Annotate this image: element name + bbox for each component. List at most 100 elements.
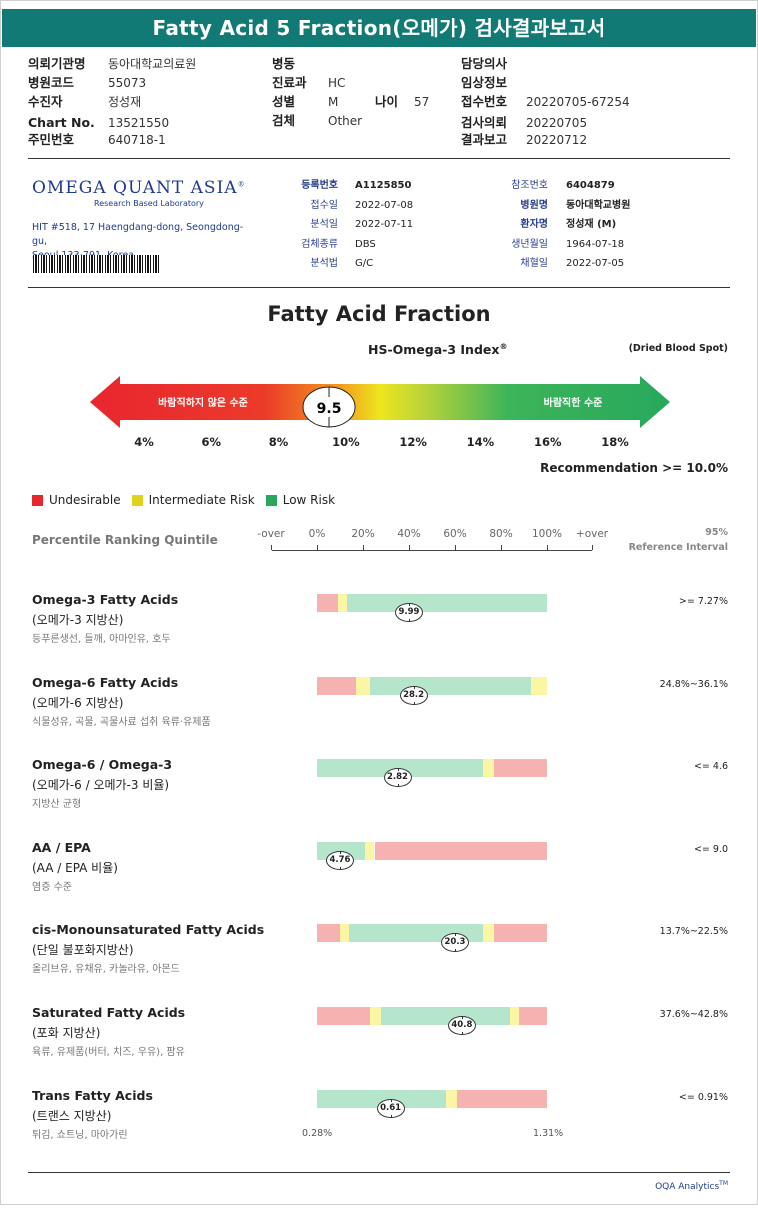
bar-segment-yellow bbox=[340, 924, 350, 942]
bar-segment-green bbox=[381, 1007, 511, 1025]
bar-segment-red bbox=[317, 924, 340, 942]
lab-address-line-1: HIT #518, 17 Haengdang-dong, Seongdong-g… bbox=[32, 222, 244, 247]
info-value-ref-no: 6404879 bbox=[566, 180, 615, 191]
percentile-scale-line bbox=[272, 550, 592, 551]
header-label-resident-no: 주민번호 bbox=[28, 132, 75, 147]
recommendation: Recommendation >= 10.0% bbox=[540, 461, 728, 475]
fatty-acid-bar bbox=[317, 924, 547, 942]
lab-trademark: ® bbox=[237, 180, 246, 189]
header-value-patient: 정성재 bbox=[108, 95, 142, 109]
bar-segment-yellow bbox=[337, 594, 347, 612]
header-label-clinical-info: 임상정보 bbox=[461, 75, 508, 90]
percentile-scale-label: 60% bbox=[443, 528, 467, 540]
fatty-acid-bar bbox=[317, 1090, 547, 1108]
bar-segment-yellow bbox=[445, 1090, 458, 1108]
index-tick-label: 12% bbox=[399, 435, 427, 449]
legend-swatch-red bbox=[32, 494, 43, 506]
header-value-report-date: 20220712 bbox=[526, 133, 588, 147]
info-label-birth-date: 생년월일 bbox=[511, 238, 548, 250]
footer-divider bbox=[28, 1172, 730, 1173]
fatty-acid-name: cis-Monounsaturated Fatty Acids bbox=[32, 922, 265, 937]
bar-segment-green bbox=[369, 677, 531, 695]
lab-logo: OMEGA QUANT ASIA® Research Based Laborat… bbox=[32, 178, 252, 208]
info-value-birth-date: 1964-07-18 bbox=[566, 238, 625, 250]
header-label-ward: 병동 bbox=[272, 56, 296, 71]
percentile-scale-tick bbox=[271, 545, 272, 550]
fatty-acid-name: Saturated Fatty Acids bbox=[32, 1005, 186, 1020]
info-value-reg-no: A1125850 bbox=[355, 180, 412, 191]
undesirable-label: 바람직하지 않은 수준 bbox=[158, 396, 248, 409]
fatty-acid-reference: 37.6%~42.8% bbox=[659, 1009, 728, 1020]
index-value: 9.5 bbox=[317, 401, 342, 417]
header-label-department: 진료과 bbox=[272, 75, 307, 90]
bar-segment-red bbox=[317, 677, 357, 695]
info-value-patient: 정성재 (M) bbox=[566, 219, 617, 230]
info-label-collection-date: 채혈일 bbox=[520, 258, 548, 269]
fatty-acid-sources: 올리브유, 유채유, 카놀라유, 아몬드 bbox=[32, 964, 180, 975]
fatty-acid-bar bbox=[317, 677, 547, 695]
legend-undesirable: Undesirable bbox=[32, 493, 121, 507]
percentile-scale-label: 20% bbox=[351, 528, 375, 540]
info-label-receipt-date: 접수일 bbox=[310, 199, 338, 211]
header-label-hospital-code: 병원코드 bbox=[28, 75, 75, 90]
index-marker: 9.5 bbox=[302, 386, 356, 428]
sample-info-left-labels: 등록번호 접수일 분석일 검체종류 분석법 bbox=[260, 176, 338, 274]
fatty-acid-reference: <= 4.6 bbox=[693, 761, 728, 772]
legend-swatch-yellow bbox=[131, 494, 143, 506]
fatty-acid-korean: (단일 불포화지방산) bbox=[32, 943, 134, 957]
bar-segment-red bbox=[374, 842, 547, 860]
header-label-request-date: 검사의뢰 bbox=[461, 115, 508, 130]
percentile-scale-tick bbox=[592, 545, 593, 550]
bar-segment-red bbox=[317, 594, 338, 612]
header-value-age: 57 bbox=[414, 95, 430, 109]
fatty-acid-name: AA / EPA bbox=[32, 840, 91, 855]
percentile-scale-tick bbox=[317, 545, 318, 550]
fatty-acid-korean: (오메가-6 지방산) bbox=[32, 696, 124, 710]
fatty-acid-korean: (트랜스 지방산) bbox=[32, 1109, 112, 1123]
bar-segment-red bbox=[494, 924, 547, 942]
index-title: HS-Omega-3 Index® bbox=[368, 342, 507, 357]
bar-segment-red bbox=[519, 1007, 547, 1025]
index-tick-label: 6% bbox=[201, 435, 222, 449]
fatty-acid-value: 20.3 bbox=[441, 933, 469, 952]
legend-label-low-risk: Low Risk bbox=[282, 493, 336, 507]
bar-segment-yellow bbox=[530, 677, 547, 695]
fatty-acid-name: Omega-3 Fatty Acids bbox=[32, 592, 179, 607]
sample-info-left-values: A1125850 2022-07-08 2022-07-11 DBS G/C bbox=[355, 176, 413, 274]
index-tick-label: 10% bbox=[332, 435, 360, 449]
sample-info-right-values: 6404879 동아대학교병원 정성재 (M) 1964-07-18 2022-… bbox=[566, 176, 630, 274]
percentile-title: Percentile Ranking Quintile bbox=[32, 533, 218, 547]
info-value-method: G/C bbox=[355, 258, 374, 269]
fatty-acid-reference: <= 0.91% bbox=[678, 1092, 728, 1103]
fatty-acid-name: Trans Fatty Acids bbox=[32, 1088, 153, 1103]
header-value-hospital-code: 55073 bbox=[108, 76, 147, 90]
report-title: Fatty Acid 5 Fraction(오메가) 검사결과보고서 bbox=[2, 9, 756, 47]
info-label-patient: 환자명 bbox=[520, 219, 548, 230]
header-label-chart-no: Chart No. bbox=[28, 115, 95, 130]
reference-interval-label: Reference Interval bbox=[628, 542, 728, 553]
barcode bbox=[33, 255, 161, 273]
info-label-method: 분석법 bbox=[310, 258, 338, 269]
bar-segment-red bbox=[494, 759, 547, 777]
legend-swatch-green bbox=[265, 494, 277, 506]
percentile-scale-tick bbox=[363, 545, 364, 550]
info-value-collection-date: 2022-07-05 bbox=[566, 258, 625, 269]
info-value-specimen-type: DBS bbox=[355, 238, 376, 250]
bar-segment-yellow bbox=[510, 1007, 520, 1025]
trans-axis-max: 1.31% bbox=[533, 1128, 564, 1139]
header-value-chart-no: 13521550 bbox=[108, 116, 170, 130]
fatty-acid-sources: 지방산 균형 bbox=[32, 799, 82, 810]
fatty-acid-value: 0.61 bbox=[376, 1099, 405, 1118]
header-divider bbox=[28, 158, 730, 159]
info-label-hospital: 병원명 bbox=[520, 199, 548, 211]
risk-legend: Undesirable Intermediate Risk Low Risk bbox=[32, 493, 346, 507]
header-label-specimen: 검체 bbox=[272, 113, 296, 128]
footer-brand: OQA AnalyticsTM bbox=[655, 1180, 728, 1192]
info-value-receipt-date: 2022-07-08 bbox=[355, 199, 414, 211]
header-value-specimen: Other bbox=[328, 114, 363, 128]
header-value-request-date: 20220705 bbox=[526, 116, 588, 130]
percentile-scale-tick bbox=[455, 545, 456, 550]
fatty-acid-bar bbox=[317, 1007, 547, 1025]
legend-label-intermediate: Intermediate Risk bbox=[148, 493, 255, 507]
lab-tagline: Research Based Laboratory bbox=[94, 199, 204, 208]
